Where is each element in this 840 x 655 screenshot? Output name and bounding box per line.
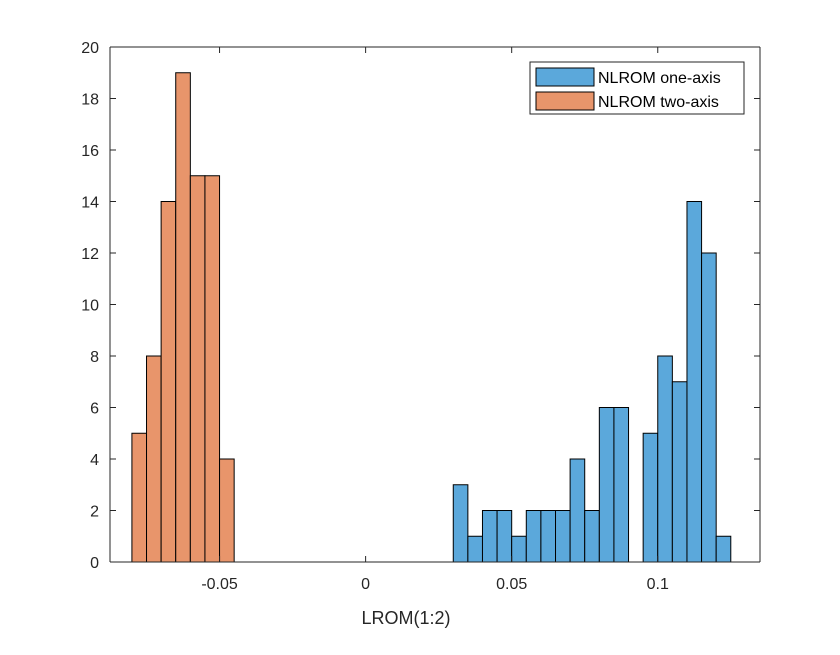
histogram-bar-two-axis bbox=[131, 432, 148, 563]
legend-label-one-axis: NLROM one-axis bbox=[598, 70, 721, 87]
histogram-bar-one-axis bbox=[496, 510, 513, 563]
histogram-bar-one-axis bbox=[467, 535, 483, 563]
y-tick-label: 18 bbox=[81, 92, 99, 109]
histogram-bar-two-axis bbox=[146, 355, 162, 563]
histogram-bar-one-axis bbox=[701, 252, 717, 563]
legend-swatch-two-axis bbox=[535, 91, 595, 111]
y-tick-label: 0 bbox=[90, 555, 99, 572]
legend: NLROM one-axis NLROM two-axis bbox=[529, 61, 745, 115]
histogram-bar-one-axis bbox=[555, 510, 571, 563]
x-tick-label: -0.05 bbox=[201, 576, 238, 593]
histogram-bar-one-axis bbox=[584, 510, 600, 563]
x-tick-label: 0.05 bbox=[496, 576, 527, 593]
histogram-bar-one-axis bbox=[540, 510, 557, 563]
histogram-bar-one-axis bbox=[569, 458, 586, 563]
legend-label-two-axis: NLROM two-axis bbox=[598, 94, 719, 111]
legend-swatch-one-axis bbox=[535, 67, 595, 87]
histogram-bar-two-axis bbox=[204, 175, 221, 563]
histogram-bar-two-axis bbox=[189, 175, 206, 563]
histogram-bar-two-axis bbox=[219, 458, 235, 563]
histogram-bar-one-axis bbox=[657, 355, 673, 563]
y-tick-label: 16 bbox=[81, 143, 99, 160]
ticks-layer: -0.05 0 0.05 0.1 0 2 4 6 8 10 12 14 16 18 20 bbox=[81, 40, 760, 593]
histogram-bar-one-axis bbox=[481, 510, 498, 563]
x-tick-label: 0 bbox=[361, 576, 370, 593]
y-tick-label: 20 bbox=[81, 40, 99, 57]
histogram-bar-one-axis bbox=[452, 484, 469, 563]
y-tick-label: 4 bbox=[90, 452, 99, 469]
histogram-bar-one-axis bbox=[525, 510, 542, 563]
histogram-bar-one-axis bbox=[642, 432, 659, 563]
x-tick-label: 0.1 bbox=[647, 576, 669, 593]
histogram-bar-one-axis bbox=[613, 407, 630, 563]
histogram-bar-one-axis bbox=[598, 407, 615, 563]
histogram-bar-one-axis bbox=[686, 201, 703, 563]
y-tick-label: 6 bbox=[90, 401, 99, 418]
histogram-bar-one-axis bbox=[511, 535, 527, 563]
y-tick-label: 2 bbox=[90, 504, 99, 521]
y-tick-label: 10 bbox=[81, 298, 99, 315]
bars-layer bbox=[131, 72, 732, 563]
histogram-bar-two-axis bbox=[160, 201, 177, 563]
y-tick-label: 14 bbox=[81, 195, 99, 212]
histogram-bar-one-axis bbox=[715, 535, 732, 563]
y-tick-label: 12 bbox=[81, 246, 99, 263]
y-tick-label: 8 bbox=[90, 349, 99, 366]
histogram-bar-two-axis bbox=[175, 72, 191, 563]
x-axis-label: LROM(1:2) bbox=[361, 608, 450, 628]
histogram-bar-one-axis bbox=[671, 381, 688, 563]
